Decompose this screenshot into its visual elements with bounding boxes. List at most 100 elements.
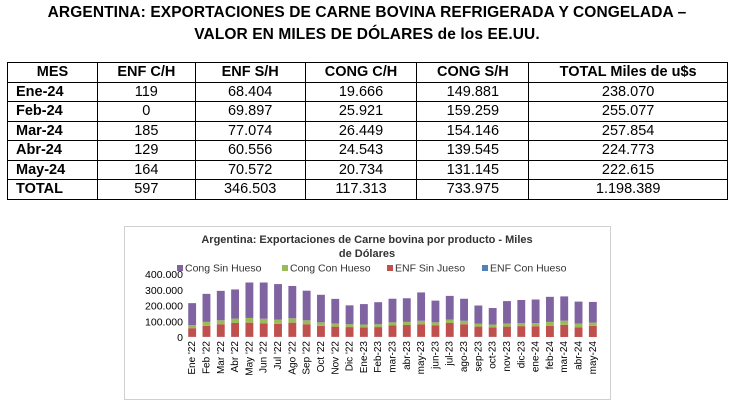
cell-total: 222.615 [528,159,728,180]
cell-enf-ch: 164 [96,159,196,180]
bar-cong-sin-hueso [259,282,268,319]
cell-enf-sh: 70.572 [194,159,306,180]
cell-total: 255.077 [528,101,728,122]
x-tick-label: Nov '22 [330,341,341,375]
bar-cong-sin-hueso [488,308,497,325]
cell-cong-ch: 117.313 [304,179,418,200]
bar-cong-con-hueso [402,321,411,326]
header-enf-ch: ENF C/H [96,62,196,83]
x-tick-label: dic-23 [516,341,527,369]
bar-cong-sin-hueso [517,299,526,323]
bar-cong-sin-hueso [188,303,197,326]
bar-cong-sin-hueso [431,300,440,323]
x-tick-label: May '22 [244,341,255,376]
cell-enf-ch: 597 [96,179,196,200]
y-tick-label: 100.000 [145,316,183,328]
bar-enf-sin-jueso [188,328,197,337]
x-tick-label: Feb '22 [201,341,212,374]
chart-bars [188,282,597,337]
table-row: May-24 164 70.572 20.734 131.145 222.615 [7,159,728,180]
bar-cong-sin-hueso [560,296,569,321]
cell-cong-sh: 139.545 [416,140,530,161]
cell-mes: Feb-24 [7,101,98,122]
bar-cong-sin-hueso [503,301,511,324]
cell-enf-ch: 185 [96,120,196,141]
chart-title-line2: de Dólares [339,248,395,260]
chart-y-axis: 0 100.000 200.000 300.000 400.000 [145,269,183,344]
x-tick-label: jul-23 [445,341,456,367]
exports-chart: Argentina: Exportaciones de Carne bovina… [124,226,611,400]
x-tick-label: mar-23 [388,341,399,373]
header-mes: MES [7,62,98,83]
bar-enf-sin-jueso [202,325,211,337]
cell-enf-ch: 0 [96,101,196,122]
bar-cong-sin-hueso [402,298,411,322]
header-enf-sh: ENF S/H [194,62,306,83]
cell-cong-ch: 19.666 [304,81,418,102]
cell-mes: Mar-24 [7,120,98,141]
x-tick-label: oct-23 [488,341,499,369]
bar-cong-sin-hueso [216,290,225,321]
cell-cong-ch: 20.734 [304,159,418,180]
y-tick-label: 200.000 [145,301,183,313]
bar-enf-sin-jueso [288,322,297,337]
bar-cong-sin-hueso [388,298,397,323]
x-tick-label: may-24 [588,341,599,375]
bar-cong-con-hueso [417,320,426,325]
chart-legend: Cong Sin Hueso Cong Con Hueso ENF Sin Jues… [177,263,567,275]
bar-cong-sin-hueso [574,301,583,324]
bar-cong-con-hueso [374,324,383,328]
bar-cong-sin-hueso [417,292,426,321]
bar-cong-con-hueso [560,320,569,325]
cell-enf-ch: 129 [96,140,196,161]
cell-cong-sh: 149.881 [416,81,530,102]
page-title-line1: ARGENTINA: EXPORTACIONES DE CARNE BOVINA… [47,4,687,21]
bar-enf-sin-jueso [388,325,397,337]
bar-cong-sin-hueso [274,284,282,320]
bar-cong-sin-hueso [531,299,540,324]
cell-total: 224.773 [528,140,728,161]
cell-cong-ch: 24.543 [304,140,418,161]
cell-enf-sh: 68.404 [194,81,306,102]
bar-cong-sin-hueso [374,302,383,325]
x-tick-label: may-23 [416,341,427,375]
bar-cong-con-hueso [302,320,311,325]
x-tick-label: Mar '22 [216,341,227,374]
cell-mes: TOTAL [7,179,98,200]
bar-cong-con-hueso [202,321,211,326]
table-row: Mar-24 185 77.074 26.449 154.146 257.854 [7,120,728,141]
bar-cong-sin-hueso [474,305,483,324]
cell-cong-sh: 159.259 [416,101,530,122]
bar-cong-con-hueso [445,319,454,323]
cell-mes: May-24 [7,159,98,180]
bar-enf-sin-jueso [545,325,554,337]
x-tick-label: sep-23 [473,341,484,372]
cell-enf-sh: 346.503 [194,179,306,200]
chart-svg: Argentina: Exportaciones de Carne bovina… [145,234,599,376]
cell-enf-ch: 119 [96,81,196,102]
bar-cong-con-hueso [288,318,297,323]
bar-enf-sin-jueso [531,326,540,337]
x-tick-label: ago-23 [459,341,470,373]
bar-cong-con-hueso [588,322,597,326]
bar-cong-sin-hueso [588,301,597,323]
bar-cong-con-hueso [388,322,397,326]
cell-total: 238.070 [528,81,728,102]
legend-swatch-enf-con-hueso [482,265,488,271]
cell-cong-sh: 154.146 [416,120,530,141]
table-row: Abr-24 129 60.556 24.543 139.545 224.773 [7,140,728,161]
table-row: Ene-24 119 68.404 19.666 149.881 238.070 [7,81,728,102]
bar-cong-con-hueso [259,318,268,324]
cell-total: 1.198.389 [528,179,728,200]
x-tick-label: nov-23 [502,341,513,372]
chart-x-axis: Ene '22 Feb '22 Mar '22 Abr '22 May '22 Jun '… [187,341,599,376]
bar-enf-sin-jueso [488,327,497,337]
bar-cong-sin-hueso [202,293,211,322]
x-tick-label: jun-23 [430,341,441,370]
bar-cong-con-hueso [317,322,325,326]
bar-cong-con-hueso [488,324,497,328]
header-total: TOTAL Miles de u$s [528,62,728,83]
bar-cong-sin-hueso [288,285,297,319]
x-tick-label: Abr '22 [230,341,241,373]
bar-enf-sin-jueso [302,324,311,337]
